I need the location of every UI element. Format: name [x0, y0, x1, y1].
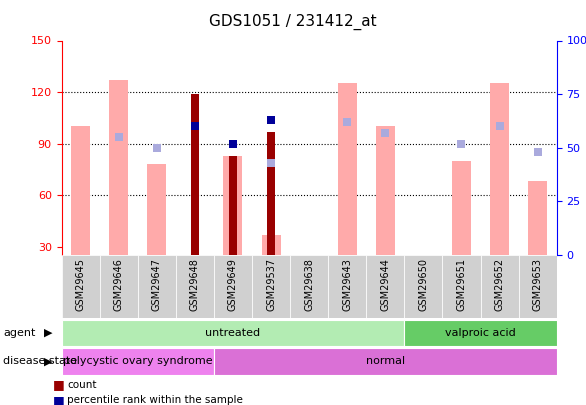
Text: ■: ■ — [53, 394, 64, 405]
Text: count: count — [67, 380, 97, 390]
Bar — [214, 255, 252, 318]
Bar — [252, 255, 290, 318]
Text: GSM29651: GSM29651 — [456, 258, 466, 311]
Bar — [404, 320, 557, 346]
Text: GSM29653: GSM29653 — [533, 258, 543, 311]
Bar — [62, 255, 100, 318]
Bar — [62, 348, 214, 375]
Text: ■: ■ — [53, 378, 64, 391]
Text: percentile rank within the sample: percentile rank within the sample — [67, 395, 243, 405]
Text: GSM29644: GSM29644 — [380, 258, 390, 311]
Bar — [481, 255, 519, 318]
Text: GSM29638: GSM29638 — [304, 258, 314, 311]
Bar — [490, 83, 509, 255]
Bar — [519, 255, 557, 318]
Bar — [147, 164, 166, 255]
Text: GSM29645: GSM29645 — [76, 258, 86, 311]
Bar — [366, 255, 404, 318]
Text: ▶: ▶ — [44, 356, 52, 367]
Bar — [452, 161, 471, 255]
Bar — [229, 156, 237, 255]
Text: GDS1051 / 231412_at: GDS1051 / 231412_at — [209, 14, 377, 30]
Bar — [404, 255, 442, 318]
Text: untreated: untreated — [205, 328, 261, 338]
Bar — [214, 348, 557, 375]
Text: ▶: ▶ — [44, 328, 52, 338]
Text: normal: normal — [366, 356, 405, 367]
Bar — [376, 126, 395, 255]
Bar — [100, 255, 138, 318]
Bar — [290, 255, 328, 318]
Text: GSM29648: GSM29648 — [190, 258, 200, 311]
Text: valproic acid: valproic acid — [445, 328, 516, 338]
Bar — [190, 94, 199, 255]
Text: GSM29650: GSM29650 — [418, 258, 428, 311]
Bar — [328, 255, 366, 318]
Bar — [176, 255, 214, 318]
Bar — [528, 181, 547, 255]
Text: GSM29646: GSM29646 — [114, 258, 124, 311]
Bar — [338, 83, 357, 255]
Bar — [442, 255, 481, 318]
Bar — [109, 80, 128, 255]
Text: polycystic ovary syndrome: polycystic ovary syndrome — [63, 356, 213, 367]
Text: disease state: disease state — [3, 356, 77, 367]
Bar — [261, 234, 281, 255]
Bar — [138, 255, 176, 318]
Bar — [223, 156, 243, 255]
Text: GSM29537: GSM29537 — [266, 258, 276, 311]
Text: agent: agent — [3, 328, 35, 338]
Text: GSM29647: GSM29647 — [152, 258, 162, 311]
Bar — [71, 126, 90, 255]
Text: GSM29652: GSM29652 — [495, 258, 505, 311]
Bar — [267, 132, 275, 255]
Text: GSM29649: GSM29649 — [228, 258, 238, 311]
Text: GSM29643: GSM29643 — [342, 258, 352, 311]
Bar — [62, 320, 404, 346]
